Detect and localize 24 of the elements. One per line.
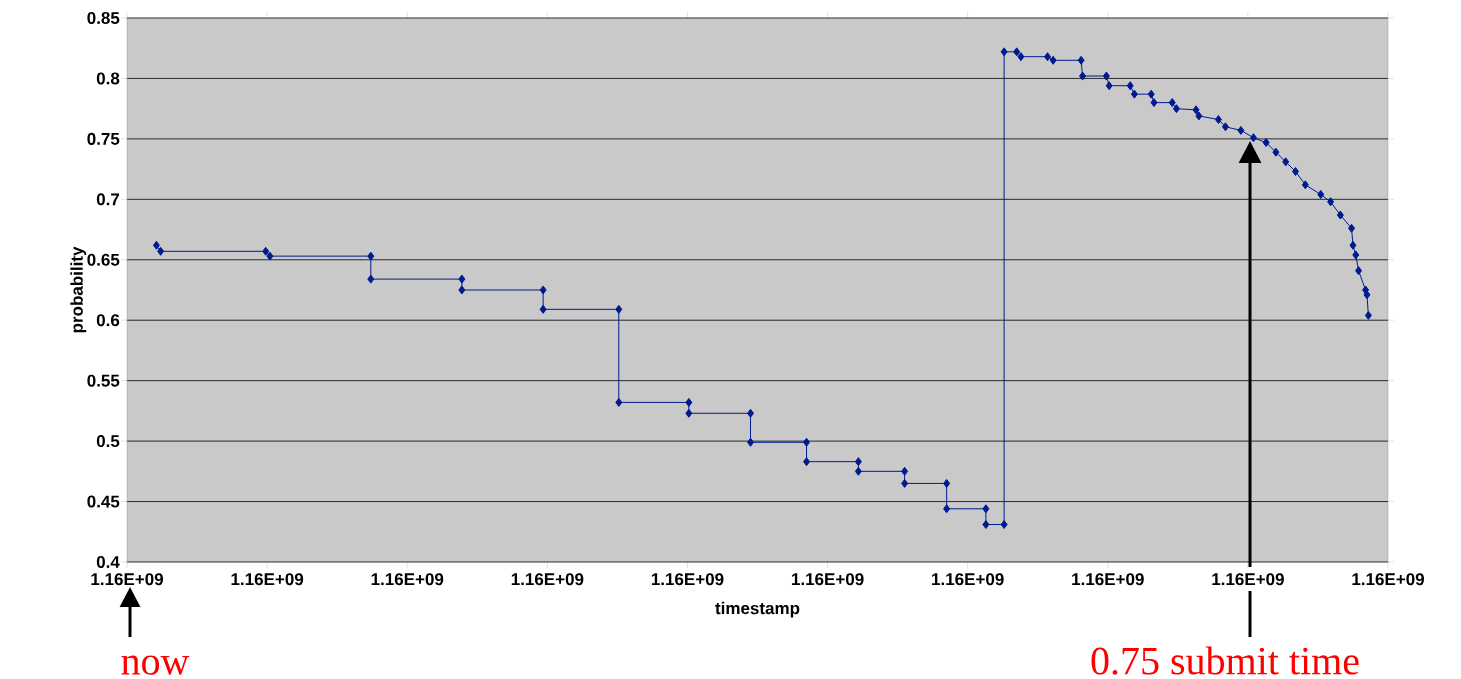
x-tick-label: 1.16E+09 bbox=[1212, 573, 1284, 586]
y-tick-label: 0.85 bbox=[87, 11, 120, 25]
y-tick-label: 0.55 bbox=[87, 374, 120, 387]
x-tick-label: 1.16E+09 bbox=[371, 573, 444, 586]
x-tick-label: 1.16E+09 bbox=[1352, 573, 1424, 586]
x-tick-label: 1.16E+09 bbox=[932, 573, 1004, 586]
y-tick-label: 0.5 bbox=[96, 435, 120, 448]
y-tick-label: 0.4 bbox=[96, 555, 120, 569]
y-tick-label: 0.8 bbox=[96, 72, 120, 85]
y-tick-label: 0.7 bbox=[96, 193, 120, 206]
x-tick-label: 1.16E+09 bbox=[1072, 573, 1144, 586]
x-tick-label: 1.16E+09 bbox=[91, 573, 164, 586]
text: 0.75 submit time bbox=[1091, 646, 1359, 675]
text: now bbox=[121, 655, 190, 675]
x-tick-label: 1.16E+09 bbox=[651, 573, 724, 586]
y-tick-label: 0.6 bbox=[96, 314, 120, 327]
y-tick-label: 0.45 bbox=[87, 495, 120, 508]
x-axis-title: timestamp bbox=[715, 601, 800, 618]
y-tick-label: 0.65 bbox=[87, 253, 120, 266]
x-tick-label: 1.16E+09 bbox=[511, 573, 584, 586]
y-axis-title: probability bbox=[70, 246, 87, 333]
x-tick-label: 1.16E+09 bbox=[231, 573, 304, 586]
x-tick-label: 1.16E+09 bbox=[791, 573, 864, 586]
y-tick-label: 0.75 bbox=[87, 132, 120, 145]
